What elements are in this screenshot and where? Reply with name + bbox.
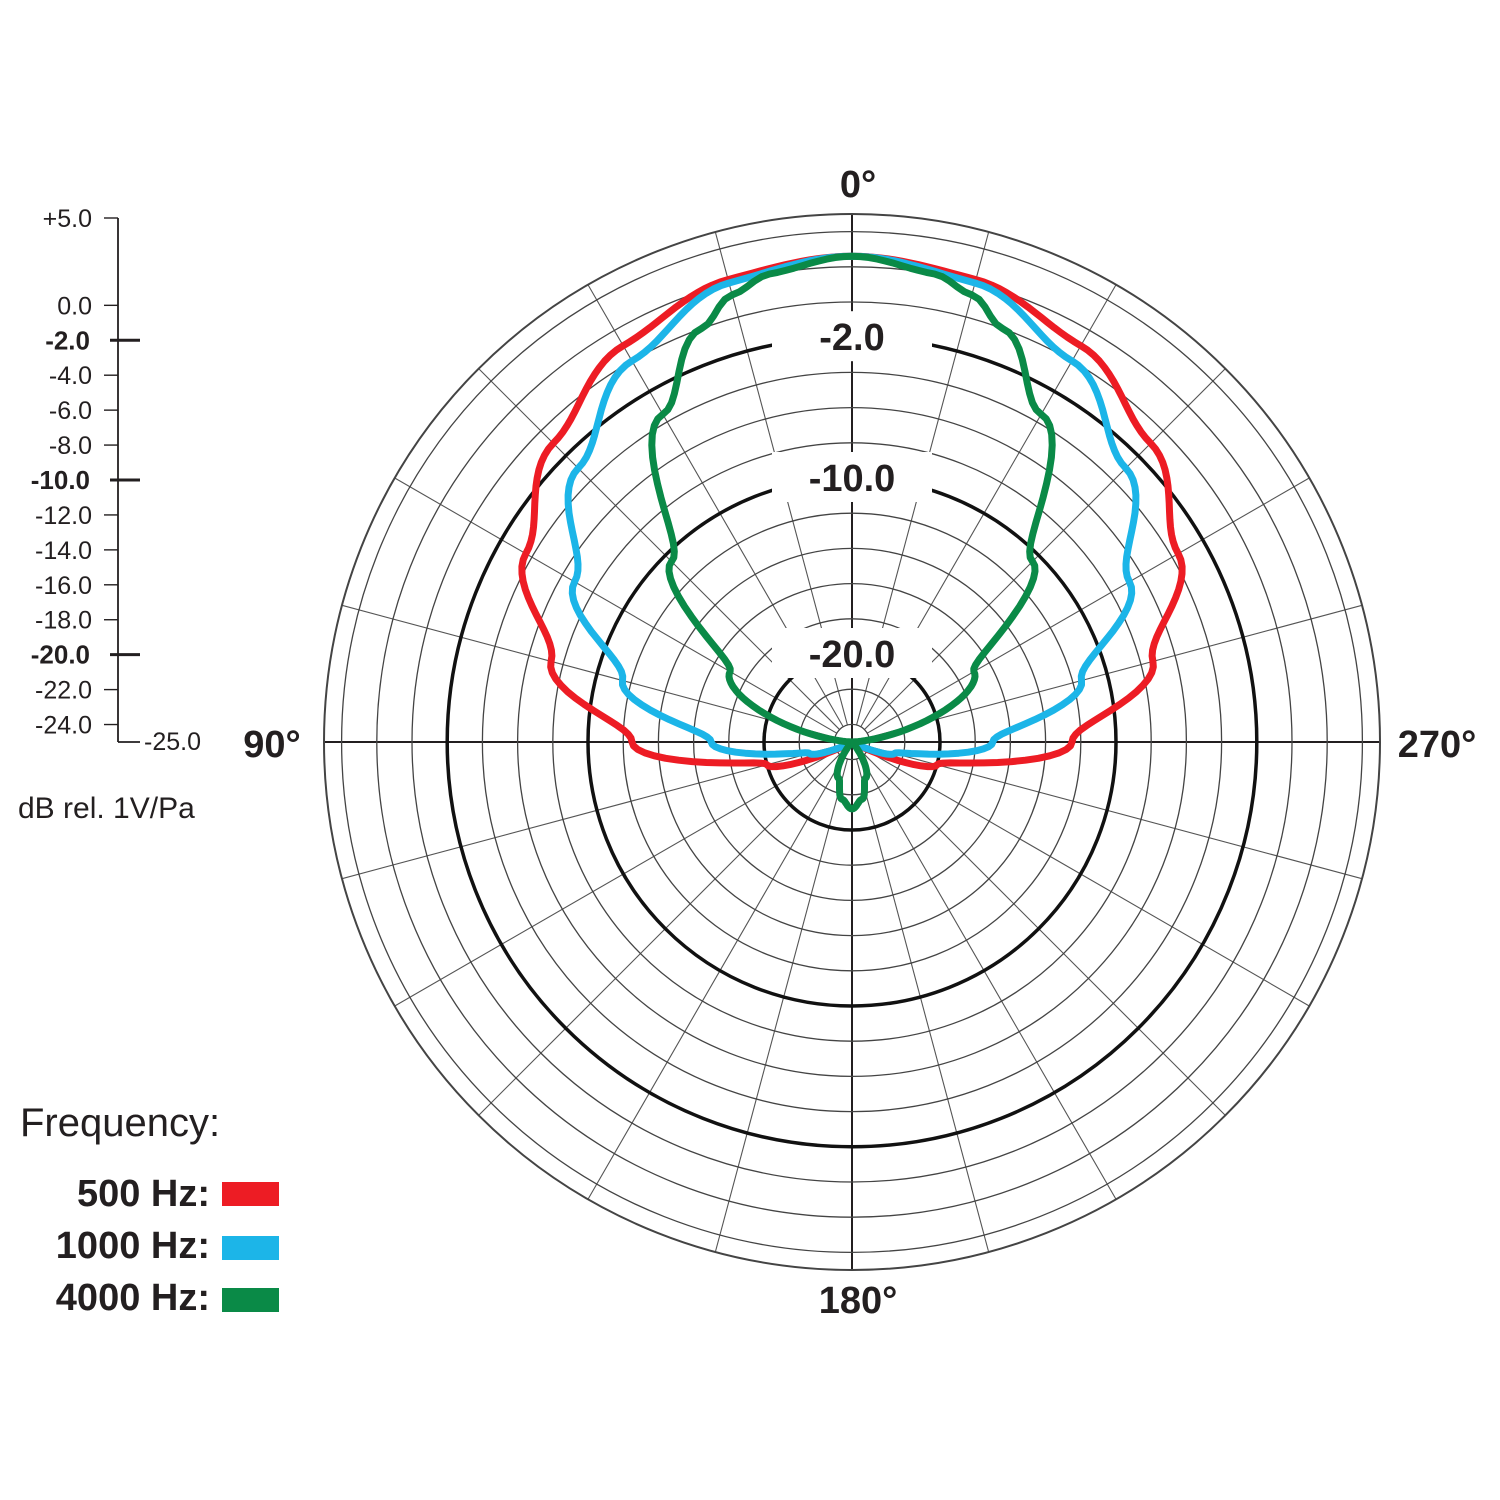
scale-tick-label: -14.0 [35,537,92,565]
angle-label-90: 90° [243,724,300,766]
grid-spoke [714,758,848,1253]
legend-label-500hz: 500 Hz: [77,1173,210,1215]
grid-spoke [394,477,838,734]
grid-spoke [866,477,1310,734]
ring-label-bg [772,628,932,678]
scale-tick-label: 0.0 [57,292,92,320]
scale-tick-label: -12.0 [35,502,92,530]
grid-spoke [341,746,836,880]
grid-ring [657,547,1047,937]
ring-label-minus-10: -10.0 [809,458,896,500]
db-scale-axis: +5.0 0.0 -2.0 -4.0 -6.0 -8.0 -10.0 -12.0 -14.0 -1… [31,205,201,756]
grid-ring [340,230,1364,1254]
scale-tick-label: -24.0 [35,712,92,740]
grid-spoke [868,746,1363,880]
legend: Frequency: 500 Hz: 1000 Hz: 4000 Hz: [20,1101,279,1319]
legend-title: Frequency: [20,1101,220,1145]
grid-ring [323,213,1381,1271]
scale-tick-label: -22.0 [35,677,92,705]
grid-spoke [868,604,1363,738]
scale-tick-label: -6.0 [49,397,92,425]
grid-ring [376,266,1328,1218]
grid-spoke [860,756,1117,1200]
grid-ring [798,688,906,796]
angle-label-270: 270° [1398,724,1477,766]
series-line-4000hz [648,252,1056,813]
grid-ring [728,618,976,866]
grid-spoke [864,754,1226,1116]
ring-label-minus-20: -20.0 [809,634,896,676]
grid-spoke [341,604,836,738]
angle-labels: 0° 90° 180° 270° [243,164,1476,1322]
grid-spoke [478,754,840,1116]
grid-spoke [394,750,838,1007]
grid-spoke [856,758,990,1253]
scale-tick-label: -25.0 [144,728,201,756]
grid-spoke [587,756,844,1200]
legend-label-4000hz: 4000 Hz: [56,1277,210,1319]
unit-label: dB rel. 1V/Pa [18,792,195,825]
grid-ring [411,301,1293,1183]
grid-ring [516,406,1188,1078]
scale-tick-label: -16.0 [35,572,92,600]
angle-label-0: 0° [840,164,876,206]
legend-label-1000hz: 1000 Hz: [56,1225,210,1267]
grid-ring [481,371,1223,1113]
scale-tick-label: -18.0 [35,607,92,635]
scale-tick-label: -20.0 [31,640,90,670]
legend-swatch-4000hz [222,1288,279,1312]
ring-label-minus-2: -2.0 [819,317,884,359]
grid-ring [622,512,1082,972]
scale-tick-label: -8.0 [49,432,92,460]
legend-swatch-500hz [222,1182,279,1206]
grid-ring [692,582,1012,902]
grid-ring [552,442,1152,1042]
ring-label-bg [772,311,932,362]
scale-tick-label: -10.0 [31,465,90,495]
series-lines [518,252,1186,813]
scale-tick-label: -4.0 [49,362,92,390]
scale-tick-label: +5.0 [43,205,92,233]
scale-tick-label: -2.0 [45,325,90,355]
angle-label-180: 180° [819,1280,898,1322]
ring-labels: -2.0 -10.0 -20.0 [772,311,932,678]
ring-label-bg [772,452,932,502]
grid-spoke [866,750,1310,1007]
legend-swatch-1000hz [222,1236,279,1260]
